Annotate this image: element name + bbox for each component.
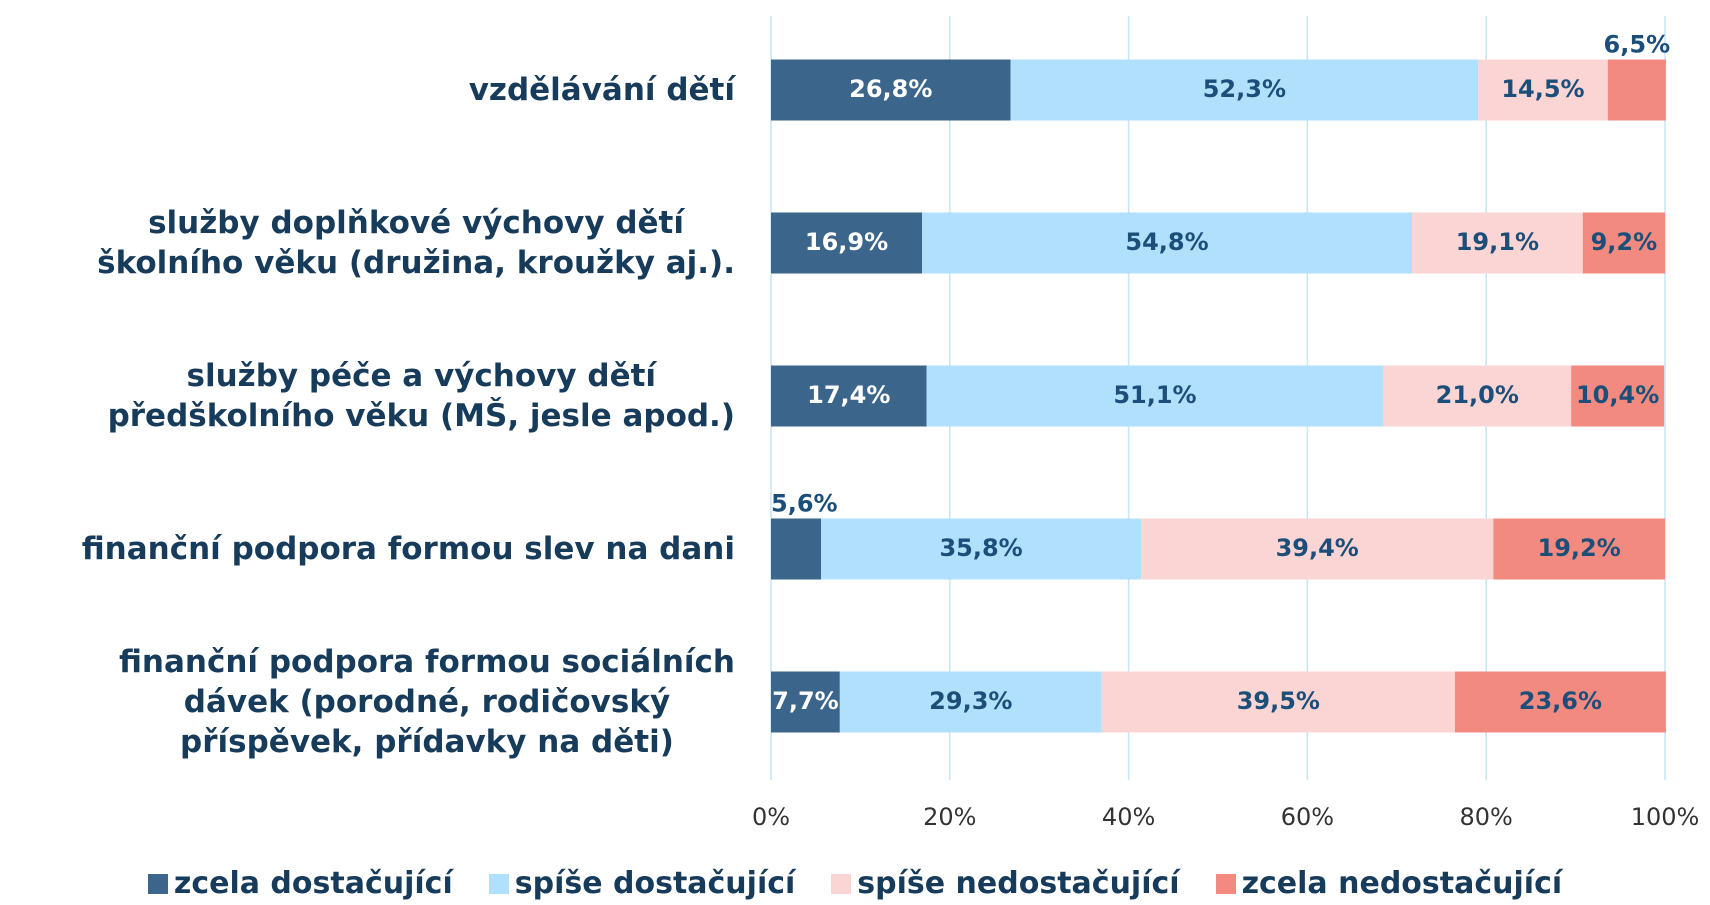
- x-tick-label: 100%: [1631, 803, 1700, 831]
- bar-segment: [922, 212, 1412, 274]
- category-label: finanční podpora formou slev na dani: [82, 529, 735, 569]
- legend: zcela dostačující spíše dostačující spíše …: [0, 866, 1710, 901]
- legend-item: zcela nedostačující: [1215, 866, 1563, 901]
- data-label: 16,9%: [805, 228, 888, 256]
- data-label: 54,8%: [1125, 228, 1208, 256]
- legend-item: spíše nedostačující: [831, 866, 1180, 901]
- data-label: 23,6%: [1519, 687, 1602, 715]
- bar-segment: [1571, 365, 1665, 427]
- data-label: 5,6%: [771, 490, 838, 518]
- bar-segment: [771, 365, 927, 427]
- data-label: 6,5%: [1604, 31, 1671, 59]
- legend-swatch: [488, 873, 509, 894]
- legend-text: spíše nedostačující: [857, 866, 1180, 901]
- bar-segment: [771, 518, 822, 580]
- x-tick-label: 20%: [923, 803, 976, 831]
- legend-text: zcela nedostačující: [1241, 866, 1563, 901]
- category-text: vzdělávání dětí: [468, 72, 735, 108]
- bar-segment: [1101, 671, 1455, 733]
- bar-segment: [1493, 518, 1665, 580]
- bar-segment: [821, 518, 1142, 580]
- data-label: 10,4%: [1576, 381, 1659, 409]
- category-text: finanční podpora formou sociálních dávek…: [118, 644, 735, 760]
- bar-segment: [1454, 671, 1666, 733]
- bar-segment: [771, 59, 1011, 121]
- bar-segment: [1411, 212, 1583, 274]
- category-label: finanční podpora formou sociálních dávek…: [119, 642, 735, 762]
- legend-swatch: [147, 873, 168, 894]
- data-label: 17,4%: [807, 381, 890, 409]
- data-label: 39,5%: [1237, 687, 1320, 715]
- x-tick-label: 0%: [752, 803, 790, 831]
- legend-item: zcela dostačující: [147, 866, 453, 901]
- category-label: služby doplňkové výchovy dětí školního v…: [97, 203, 735, 283]
- data-label: 9,2%: [1591, 228, 1658, 256]
- legend-swatch: [1215, 873, 1236, 894]
- data-label: 7,7%: [772, 687, 839, 715]
- category-label: vzdělávání dětí: [469, 70, 735, 110]
- legend-text: spíše dostačující: [514, 866, 796, 901]
- x-tick-label: 80%: [1460, 803, 1513, 831]
- data-label: 26,8%: [849, 75, 932, 103]
- bar-segment: [1582, 212, 1665, 274]
- data-label: 21,0%: [1436, 381, 1519, 409]
- data-label: 19,1%: [1456, 228, 1539, 256]
- category-text: finanční podpora formou slev na dani: [81, 531, 735, 567]
- bar-segment: [1010, 59, 1479, 121]
- data-label: 19,2%: [1538, 534, 1621, 562]
- data-label: 14,5%: [1501, 75, 1584, 103]
- legend-text: zcela dostačující: [173, 866, 453, 901]
- legend-item: spíše dostačující: [488, 866, 796, 901]
- category-text: služby doplňkové výchovy dětí školního v…: [97, 205, 735, 281]
- x-tick-label: 60%: [1281, 803, 1334, 831]
- x-tick-label: 40%: [1102, 803, 1155, 831]
- data-label: 29,3%: [929, 687, 1012, 715]
- data-label: 35,8%: [939, 534, 1022, 562]
- bar-segment: [1141, 518, 1494, 580]
- bar-segment: [1607, 59, 1666, 121]
- category-label: služby péče a výchovy dětí předškolního …: [108, 356, 735, 436]
- bar-segment: [771, 212, 923, 274]
- bar-segment: [839, 671, 1102, 733]
- bar-segment: [771, 671, 840, 733]
- bar-segment: [1478, 59, 1608, 121]
- data-label: 51,1%: [1113, 381, 1196, 409]
- data-label: 39,4%: [1276, 534, 1359, 562]
- data-label: 52,3%: [1203, 75, 1286, 103]
- bar-segment: [1383, 365, 1572, 427]
- legend-swatch: [831, 873, 852, 894]
- bar-segment: [926, 365, 1384, 427]
- category-text: služby péče a výchovy dětí předškolního …: [107, 358, 735, 434]
